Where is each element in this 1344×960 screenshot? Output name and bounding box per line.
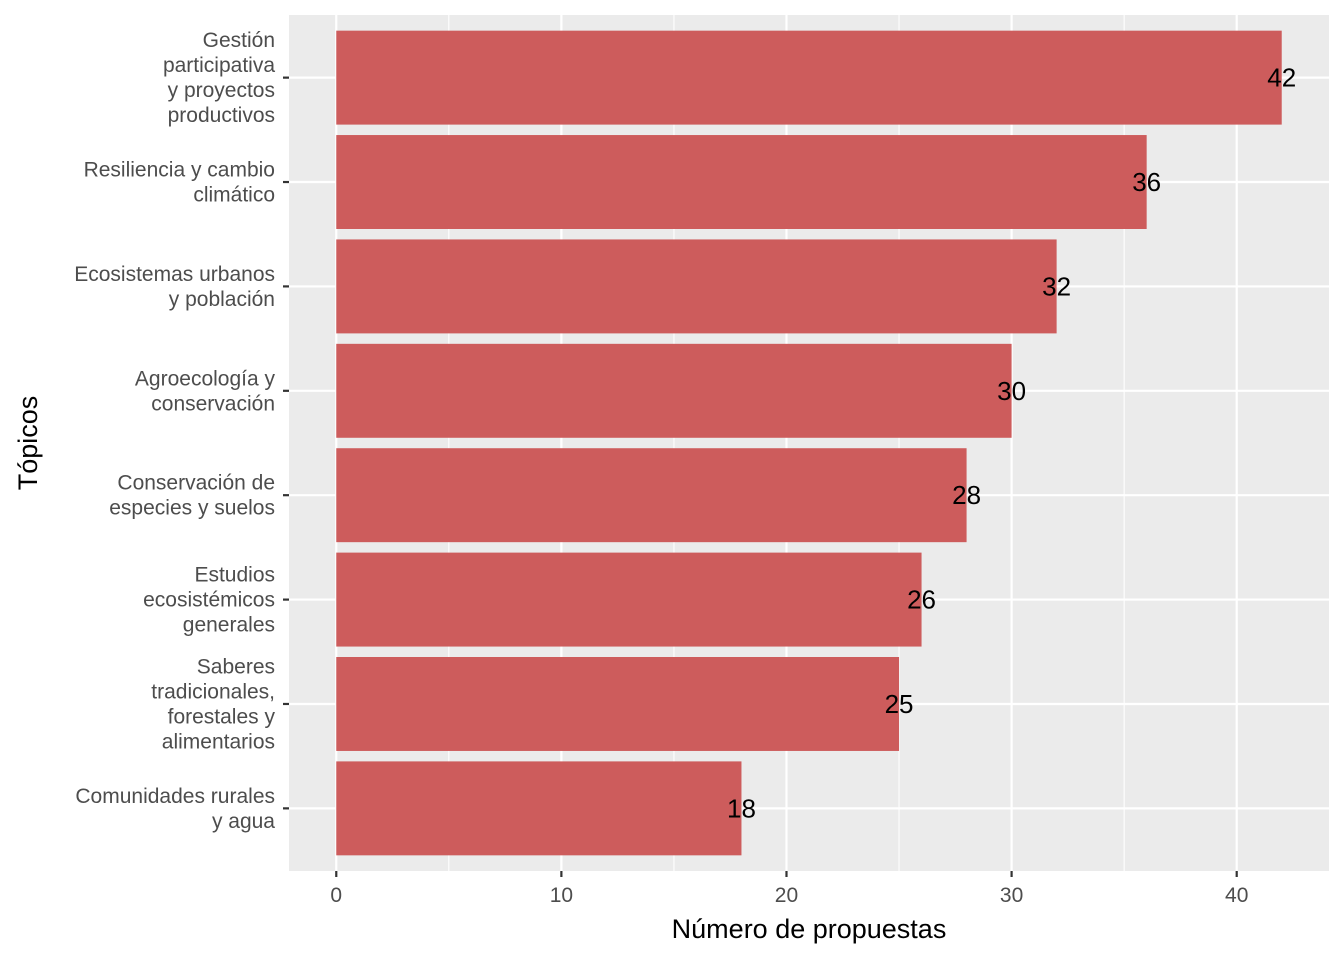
y-tick-label-line: tradicionales, [151,680,275,703]
y-tick-label-line: y proyectos [168,79,275,102]
y-tick-label: Saberes tradicionales, forestales y aliment… [151,655,275,753]
y-tick-label: Ecosistemas urbanos y población [74,263,275,311]
y-tick-label-line: productivos [168,104,275,127]
y-tick-label-line: Estudios [194,564,275,587]
y-tick-label-line: Conservación de [117,472,275,495]
y-tick-label: Resiliencia y cambio climático [84,159,275,207]
data-label: 36 [1132,167,1161,197]
bar [336,761,742,856]
y-tick-label: Comunidades rurales y agua [75,785,275,833]
y-tick-label-line: climático [193,184,275,207]
y-tick-label-line: generales [183,614,275,637]
data-label: 42 [1267,63,1296,93]
bar [336,239,1057,334]
x-tick-label: 20 [775,884,798,907]
y-axis-title: Tópicos [13,396,43,491]
data-label: 28 [952,480,981,510]
bar [336,135,1147,229]
y-tick-label-line: participativa [163,54,275,77]
y-tick-label-line: y población [169,288,275,311]
bar [336,657,900,751]
y-tick-label-line: ecosistémicos [143,589,275,612]
y-axis: Gestión participativa y proyectos productiv… [74,29,289,833]
bar [336,343,1012,438]
data-labels: 42 36 32 30 28 26 25 18 [727,63,1296,824]
x-tick-label: 30 [1000,884,1023,907]
data-label: 18 [727,793,756,823]
y-tick-label-line: alimentarios [162,730,275,753]
bar [336,30,1282,125]
y-tick-label-line: Resiliencia y cambio [84,159,275,182]
x-tick-label: 0 [330,884,342,907]
data-label: 26 [907,585,936,615]
y-tick-label-line: Comunidades rurales [75,785,275,808]
y-tick-label: Agroecología y conservación [135,367,276,415]
data-label: 32 [1042,271,1071,301]
y-tick-label-line: Ecosistemas urbanos [74,263,275,286]
bar [336,552,922,647]
y-tick-label-line: Agroecología y [135,367,276,390]
data-label: 30 [997,376,1026,406]
x-axis-title: Número de propuestas [672,914,947,944]
y-tick-label-line: especies y suelos [109,497,275,520]
y-tick-label-line: Gestión [203,29,275,52]
y-tick-label-line: forestales y [168,705,276,728]
y-tick-label-line: conservación [151,392,275,415]
bar [336,448,967,543]
y-tick-label: Gestión participativa y proyectos productiv… [163,29,275,127]
y-tick-label-line: y agua [212,810,275,833]
y-tick-label: Estudios ecosistémicos generales [143,564,275,637]
data-label: 25 [885,689,914,719]
x-tick-label: 40 [1225,884,1248,907]
x-axis: 0 10 20 30 40 [330,871,1248,907]
y-tick-label-line: Saberes [197,655,275,678]
x-tick-label: 10 [550,884,573,907]
bars [336,30,1282,856]
y-tick-label: Conservación de especies y suelos [109,472,275,520]
